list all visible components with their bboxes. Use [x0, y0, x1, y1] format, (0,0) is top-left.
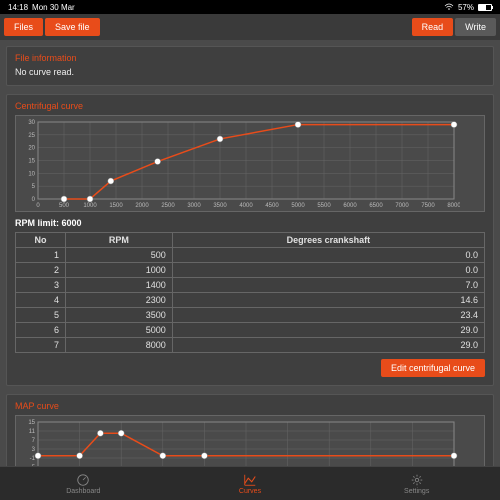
table-header: RPM [66, 233, 173, 248]
table-header: No [16, 233, 66, 248]
tab-label: Curves [239, 488, 261, 495]
centrifugal-table: NoRPMDegrees crankshaft 15000.0210000.03… [15, 232, 485, 353]
table-row: 210000.0 [16, 263, 485, 278]
map-chart: -5-1371115 [15, 415, 485, 466]
svg-text:11: 11 [29, 429, 36, 435]
table-cell: 5 [16, 308, 66, 323]
table-cell: 8000 [66, 338, 173, 353]
centrifugal-title: Centrifugal curve [15, 101, 485, 111]
curves-icon [243, 473, 257, 487]
save-file-button[interactable]: Save file [45, 18, 100, 36]
table-cell: 29.0 [172, 338, 484, 353]
tab-settings[interactable]: Settings [333, 467, 500, 500]
tab-label: Settings [404, 488, 429, 495]
svg-text:5500: 5500 [317, 203, 331, 209]
svg-text:5: 5 [32, 184, 36, 190]
tab-label: Dashboard [66, 488, 100, 495]
status-bar: 14:18 Mon 30 Mar 57% [0, 0, 500, 14]
centrifugal-panel: Centrifugal curve 0510152025300500100015… [6, 94, 494, 386]
svg-text:-1: -1 [30, 456, 36, 462]
tab-curves[interactable]: Curves [167, 467, 334, 500]
top-toolbar: Files Save file Read Write [0, 14, 500, 40]
svg-text:10: 10 [28, 171, 35, 177]
rpm-limit-label: RPM limit: 6000 [15, 218, 485, 228]
table-cell: 1 [16, 248, 66, 263]
svg-text:3000: 3000 [187, 203, 201, 209]
svg-text:8000: 8000 [447, 203, 460, 209]
svg-text:20: 20 [28, 146, 35, 152]
table-row: 6500029.0 [16, 323, 485, 338]
file-info-title: File information [15, 53, 485, 63]
table-cell: 1400 [66, 278, 173, 293]
table-row: 15000.0 [16, 248, 485, 263]
read-button[interactable]: Read [412, 18, 454, 36]
centrifugal-chart: 0 5 10 15 20 25 30 0 500 1000 1500 2000 2500 3000 3500… [15, 115, 485, 212]
table-cell: 2 [16, 263, 66, 278]
table-cell: 7 [16, 338, 66, 353]
edit-centrifugal-button[interactable]: Edit centrifugal curve [381, 359, 485, 377]
svg-text:2500: 2500 [161, 203, 175, 209]
battery-text: 57% [458, 3, 474, 12]
content-scroll[interactable]: File information No curve read. Centrifu… [0, 40, 500, 466]
svg-text:2000: 2000 [135, 203, 149, 209]
svg-text:15: 15 [28, 420, 35, 426]
table-cell: 14.6 [172, 293, 484, 308]
table-cell: 4 [16, 293, 66, 308]
svg-text:7: 7 [32, 438, 36, 444]
svg-text:7500: 7500 [421, 203, 435, 209]
table-cell: 6 [16, 323, 66, 338]
battery-icon [478, 4, 492, 11]
svg-text:6500: 6500 [369, 203, 383, 209]
file-info-panel: File information No curve read. [6, 46, 494, 86]
map-curve-title: MAP curve [15, 401, 485, 411]
table-cell: 5000 [66, 323, 173, 338]
table-row: 314007.0 [16, 278, 485, 293]
table-row: 5350023.4 [16, 308, 485, 323]
map-curve-panel: MAP curve -5-1371115 [6, 394, 494, 466]
table-cell: 0.0 [172, 248, 484, 263]
table-cell: 1000 [66, 263, 173, 278]
write-button[interactable]: Write [455, 18, 496, 36]
gauge-icon [76, 473, 90, 487]
svg-text:0: 0 [32, 197, 36, 203]
bottom-tab-bar: Dashboard Curves Settings [0, 466, 500, 500]
svg-text:1500: 1500 [109, 203, 123, 209]
status-date: Mon 30 Mar [32, 3, 75, 12]
svg-text:4500: 4500 [265, 203, 279, 209]
table-cell: 2300 [66, 293, 173, 308]
svg-text:3500: 3500 [213, 203, 227, 209]
table-cell: 3500 [66, 308, 173, 323]
svg-text:3: 3 [32, 447, 36, 453]
table-header: Degrees crankshaft [172, 233, 484, 248]
svg-text:25: 25 [28, 133, 35, 139]
svg-text:7000: 7000 [395, 203, 409, 209]
svg-text:1000: 1000 [83, 203, 97, 209]
svg-text:500: 500 [59, 203, 70, 209]
svg-text:5000: 5000 [291, 203, 305, 209]
table-cell: 3 [16, 278, 66, 293]
table-row: 7800029.0 [16, 338, 485, 353]
tab-dashboard[interactable]: Dashboard [0, 467, 167, 500]
svg-text:6000: 6000 [343, 203, 357, 209]
table-cell: 500 [66, 248, 173, 263]
table-row: 4230014.6 [16, 293, 485, 308]
files-button[interactable]: Files [4, 18, 43, 36]
svg-text:30: 30 [28, 120, 35, 126]
table-cell: 23.4 [172, 308, 484, 323]
table-cell: 0.0 [172, 263, 484, 278]
svg-text:0: 0 [36, 203, 40, 209]
table-cell: 29.0 [172, 323, 484, 338]
status-time: 14:18 [8, 3, 28, 12]
file-info-body: No curve read. [15, 67, 485, 77]
svg-text:15: 15 [28, 159, 35, 165]
gear-icon [410, 473, 424, 487]
wifi-icon [444, 3, 454, 11]
svg-text:4000: 4000 [239, 203, 253, 209]
table-cell: 7.0 [172, 278, 484, 293]
